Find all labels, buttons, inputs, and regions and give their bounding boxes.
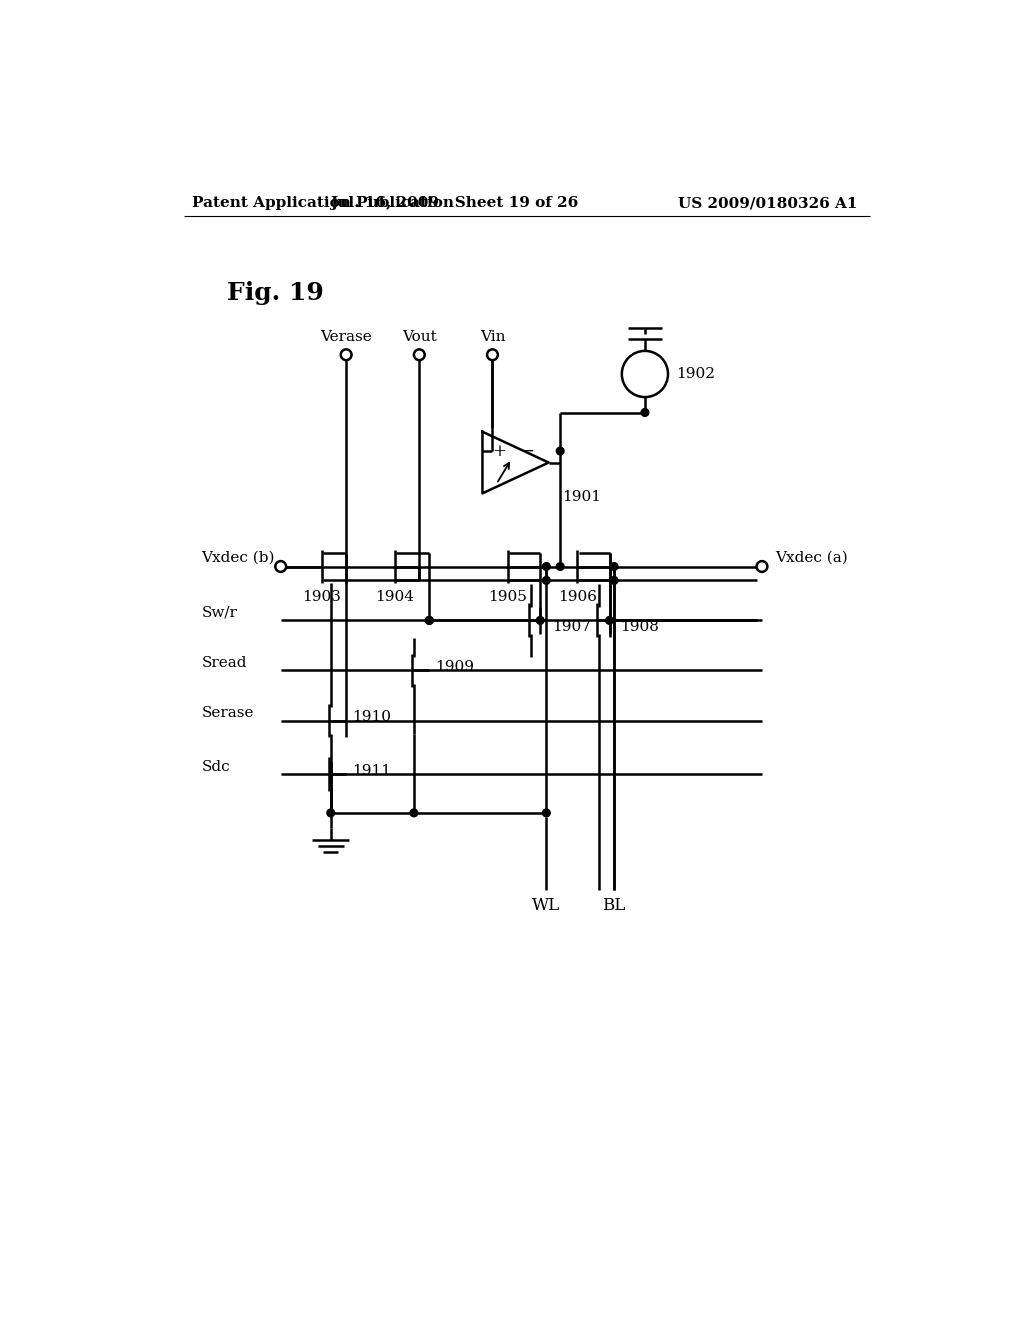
Circle shape bbox=[275, 561, 286, 572]
Circle shape bbox=[641, 409, 649, 416]
Text: WL: WL bbox=[532, 896, 560, 913]
Circle shape bbox=[425, 616, 433, 624]
Text: 1902: 1902 bbox=[676, 367, 715, 381]
Text: 1909: 1909 bbox=[435, 660, 474, 673]
Circle shape bbox=[610, 562, 617, 570]
Circle shape bbox=[556, 562, 564, 570]
Text: Serase: Serase bbox=[202, 706, 254, 719]
Text: Vin: Vin bbox=[479, 330, 505, 345]
Text: Vout: Vout bbox=[402, 330, 436, 345]
Text: Verase: Verase bbox=[321, 330, 372, 345]
Circle shape bbox=[341, 350, 351, 360]
Text: +: + bbox=[493, 442, 506, 459]
Text: 1911: 1911 bbox=[352, 763, 391, 777]
Circle shape bbox=[425, 616, 433, 624]
Text: 1905: 1905 bbox=[488, 590, 527, 605]
Circle shape bbox=[757, 561, 767, 572]
Circle shape bbox=[537, 616, 544, 624]
Text: US 2009/0180326 A1: US 2009/0180326 A1 bbox=[678, 197, 857, 210]
Circle shape bbox=[622, 351, 668, 397]
Text: Sread: Sread bbox=[202, 656, 247, 669]
Circle shape bbox=[556, 447, 564, 455]
Text: Patent Application Publication: Patent Application Publication bbox=[193, 197, 455, 210]
Text: 1903: 1903 bbox=[302, 590, 341, 605]
Text: Sdc: Sdc bbox=[202, 760, 230, 774]
Circle shape bbox=[543, 809, 550, 817]
Text: 1908: 1908 bbox=[621, 619, 659, 634]
Text: 1901: 1901 bbox=[562, 490, 601, 504]
Circle shape bbox=[610, 577, 617, 585]
Text: 1906: 1906 bbox=[558, 590, 597, 605]
Circle shape bbox=[605, 616, 613, 624]
Text: Fig. 19: Fig. 19 bbox=[226, 281, 324, 305]
Circle shape bbox=[327, 809, 335, 817]
Circle shape bbox=[543, 562, 550, 570]
Circle shape bbox=[487, 350, 498, 360]
Text: Jul. 16, 2009   Sheet 19 of 26: Jul. 16, 2009 Sheet 19 of 26 bbox=[330, 197, 579, 210]
Text: Vxdec (a): Vxdec (a) bbox=[775, 550, 848, 564]
Circle shape bbox=[410, 809, 418, 817]
Text: Sw/r: Sw/r bbox=[202, 606, 238, 619]
Text: 1907: 1907 bbox=[553, 619, 592, 634]
Text: BL: BL bbox=[602, 896, 626, 913]
Text: 1904: 1904 bbox=[375, 590, 414, 605]
Circle shape bbox=[414, 350, 425, 360]
Text: Vxdec (b): Vxdec (b) bbox=[202, 550, 274, 564]
Text: −: − bbox=[520, 442, 535, 459]
Text: 1910: 1910 bbox=[352, 710, 391, 723]
Circle shape bbox=[543, 577, 550, 585]
